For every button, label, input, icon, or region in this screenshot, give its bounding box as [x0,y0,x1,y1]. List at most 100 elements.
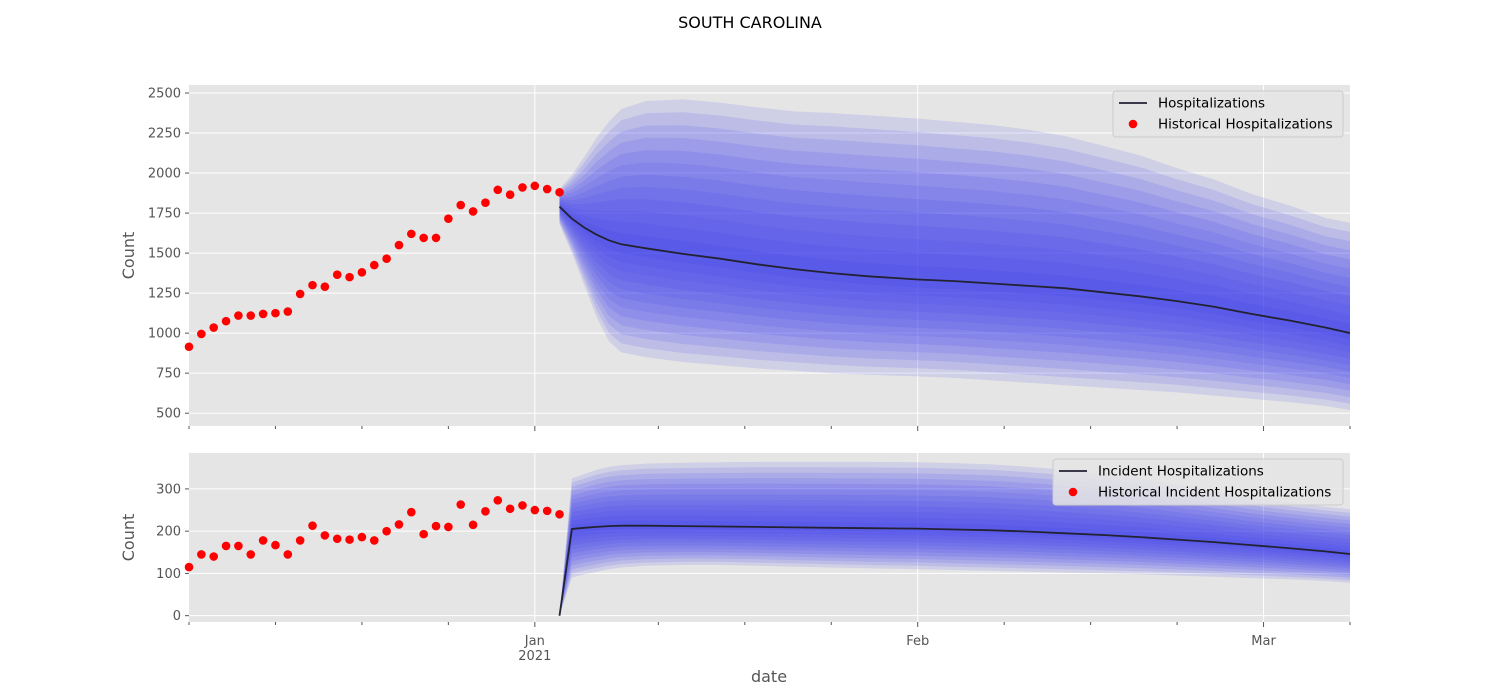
forecast-band [559,489,1350,616]
forecast-band [559,150,1350,385]
legend-box [1112,90,1344,138]
forecast-fan [559,461,1350,616]
legend-label: Hospitalizations [1158,96,1265,112]
forecast-band [559,137,1350,391]
historical-point [530,505,540,515]
historical-point [258,309,268,319]
forecast-band [559,472,1350,616]
historical-point [221,541,231,551]
forecast-fan [559,99,1350,411]
historical-point [345,535,354,544]
y-tick-label: 2500 [148,87,181,102]
historical-point [308,280,317,290]
historical-point [197,329,206,339]
historical-point [468,520,478,530]
historical-point [394,240,404,250]
legend-marker-swatch [1128,119,1138,129]
legend-label: Incident Hospitalizations [1098,464,1264,480]
y-tick-label: 1250 [148,287,181,302]
historical-point [184,562,194,572]
y-tick-label: 200 [156,525,181,540]
historical-point [369,260,379,270]
historical-point [308,521,317,530]
historical-point [258,536,268,545]
y-tick-label: 1500 [148,247,181,262]
historical-point [481,507,490,516]
x-tick-label: Mar [1251,634,1276,649]
y-tick-label: 2000 [148,167,181,182]
historical-point [542,184,552,194]
historical-point [394,520,404,529]
historical-point [555,187,564,197]
historical-point [382,526,391,536]
historical-point [221,316,231,326]
legend: Hospitalizations Historical Hospitalizati… [1112,90,1344,138]
historical-point [209,323,219,332]
historical-point [493,496,503,505]
historical-point [283,550,293,559]
historical-point [332,270,342,280]
historical-point [184,342,194,352]
x-tick-label: Feb [906,634,929,649]
historical-point [271,308,280,318]
historical-point [518,501,527,510]
historical-point [246,550,256,559]
forecast-band [559,499,1350,616]
historical-point [518,183,527,192]
y-tick-label: 500 [156,407,181,422]
forecast-band [559,205,1350,340]
historical-point [295,289,305,299]
historical-point [234,541,243,551]
historical-point [555,509,564,519]
forecast-band [559,174,1350,372]
forecast-median-line [558,524,1350,616]
y-tick-label: 750 [156,367,181,382]
forecast-median-line [558,206,1350,334]
historical-point [271,540,280,550]
y-axis-label: Count [119,514,138,562]
historical-point [468,207,478,216]
historical-point [320,282,330,292]
legend-box [1052,458,1344,506]
x-axis-label: date [751,667,787,686]
historical-point [357,532,367,542]
forecast-band [559,494,1350,616]
forecast-band [559,99,1350,411]
forecast-band [559,483,1350,616]
historical-point [332,534,342,544]
historical-point [456,500,466,509]
historical-point [246,311,256,320]
historical-point [209,552,219,561]
figure-title: SOUTH CAROLINA [678,13,822,32]
y-tick-label: 0 [173,609,181,624]
historical-point [295,536,305,545]
forecast-band [559,125,1350,398]
historical-point [542,506,552,516]
historical-point [431,233,441,243]
historical-point [431,521,441,531]
forecast-band [559,112,1350,404]
forecast-band [559,199,1350,359]
historical-point [481,198,490,207]
historical-point [407,507,416,517]
y-tick-label: 1750 [148,207,181,222]
x-tick-label: Jan [524,634,545,649]
y-tick-label: 1000 [148,327,181,342]
upper-panel-hospitalizations: 500 750 1000 1250 1500 1750 2000 2250 2500 Count H… [119,85,1351,431]
y-tick-label: 2250 [148,127,181,142]
legend-marker-swatch [1068,487,1078,497]
historical-point [382,254,391,264]
historical-point [493,185,503,195]
y-axis-label: Count [119,232,138,280]
y-tick-label: 100 [156,567,181,582]
historical-point [419,233,428,243]
legend-label: Historical Hospitalizations [1158,117,1333,133]
historical-point [345,272,354,282]
historical-point [369,536,379,545]
forecast-band [559,515,1350,616]
historical-point [419,529,428,539]
legend-label: Historical Incident Hospitalizations [1098,485,1331,501]
forecast-band [559,203,1350,346]
historical-point [530,181,540,191]
